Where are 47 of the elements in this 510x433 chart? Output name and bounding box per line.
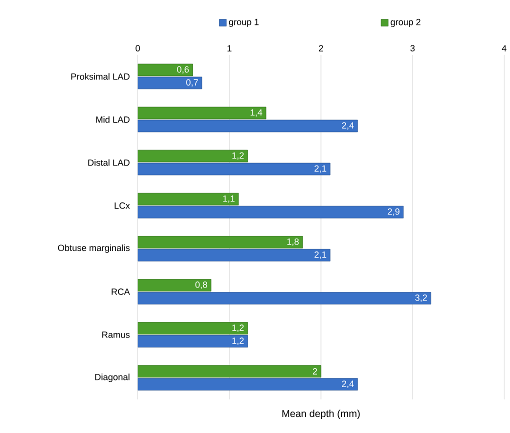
bar <box>138 162 330 176</box>
x-tick-label: 0 <box>136 44 140 52</box>
bar <box>138 64 193 76</box>
y-tick-label: Mid LAD <box>96 116 130 123</box>
bar <box>138 106 266 120</box>
data-label: 0,6 <box>177 66 189 74</box>
bar <box>138 364 322 378</box>
data-label: 1,1 <box>223 195 235 203</box>
x-tick-label: 3 <box>410 44 415 52</box>
data-label: 2 <box>312 368 317 374</box>
bar <box>138 248 330 262</box>
legend-label: group 1 <box>228 18 259 27</box>
y-tick-label: Proksimal LAD <box>71 73 130 80</box>
x-axis-title: Mean depth (mm) <box>282 410 360 419</box>
data-label: 1,2 <box>232 324 244 332</box>
data-label: 0,8 <box>195 281 208 289</box>
data-label: 2,4 <box>342 380 354 388</box>
bar <box>138 206 404 218</box>
bar <box>138 322 248 334</box>
bar <box>138 334 248 348</box>
x-tick-label: 2 <box>318 44 324 52</box>
data-label: 1,2 <box>232 152 244 160</box>
data-label: 2,9 <box>388 208 400 216</box>
bar <box>138 378 358 390</box>
y-tick-label: Distal LAD <box>88 159 130 166</box>
bar <box>138 236 303 248</box>
data-label: 3,2 <box>415 294 427 302</box>
data-label: 0,7 <box>186 79 198 86</box>
bar <box>138 120 358 132</box>
data-label: 1,8 <box>287 238 299 246</box>
y-tick-label: RCA <box>112 288 130 295</box>
bar <box>138 292 432 304</box>
x-tick-label: 1 <box>228 45 232 52</box>
bar <box>138 192 239 206</box>
bar <box>138 278 212 292</box>
data-label: 2,4 <box>342 122 354 130</box>
data-label: 2,1 <box>314 251 326 259</box>
data-label: 1,2 <box>232 337 244 345</box>
legend-label: group 2 <box>390 18 420 27</box>
x-tick-label: 4 <box>502 45 506 52</box>
data-label: 2,1 <box>314 165 326 173</box>
y-tick-label: Obtuse marginalis <box>58 244 130 253</box>
y-tick-label: Diagonal <box>95 373 130 382</box>
y-tick-label: LCx <box>114 202 130 209</box>
bar <box>138 150 248 162</box>
y-tick-label: Ramus <box>102 331 130 338</box>
data-label: 1,4 <box>250 109 262 117</box>
